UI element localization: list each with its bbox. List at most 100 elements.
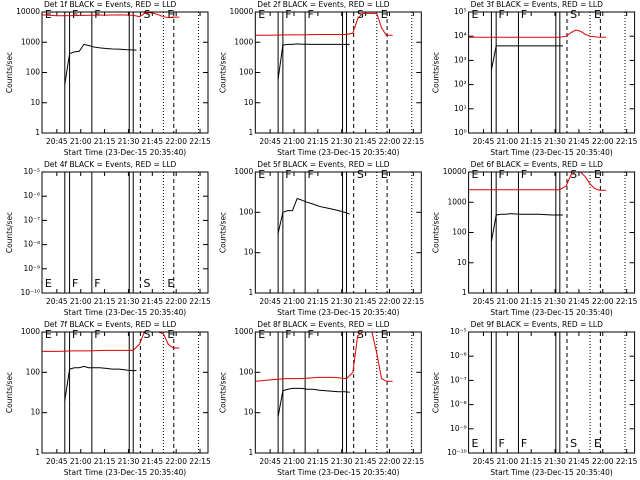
y-tick-label: 1 bbox=[249, 128, 254, 137]
panel: Det 9f BLACK = Events, RED = LLD Start Ti… bbox=[432, 320, 638, 477]
event-label: E bbox=[167, 8, 174, 21]
event-label: S bbox=[357, 168, 364, 181]
x-tick-label: 20:45 bbox=[46, 137, 68, 146]
panel: Det 7f BLACK = Events, RED = LLD Start Ti… bbox=[5, 320, 211, 477]
event-label: E bbox=[258, 328, 265, 341]
panel-title: Det 7f BLACK = Events, RED = LLD bbox=[44, 320, 177, 329]
plot-frame bbox=[468, 171, 636, 294]
x-axis-label: Start Time (23-Dec-15 20:35:40) bbox=[277, 468, 399, 477]
x-tick-label: 21:00 bbox=[496, 297, 518, 306]
y-tick-label: 10⁰ bbox=[454, 128, 467, 137]
event-label: E bbox=[594, 168, 601, 181]
y-tick-label: 1 bbox=[35, 448, 40, 457]
x-tick-label: 20:45 bbox=[473, 137, 495, 146]
y-tick-label: 10³ bbox=[454, 55, 467, 64]
x-tick-label: 22:15 bbox=[403, 297, 425, 306]
x-tick-label: 22:00 bbox=[165, 137, 187, 146]
y-axis-label: Counts/sec bbox=[218, 212, 227, 253]
y-tick-label: 1 bbox=[249, 288, 254, 297]
y-tick-label: 1 bbox=[462, 288, 467, 297]
panel-title: Det 6f BLACK = Events, RED = LLD bbox=[471, 160, 604, 169]
y-tick-label: 100 bbox=[239, 68, 254, 77]
y-tick-label: 10 bbox=[30, 408, 40, 417]
x-tick-label: 22:15 bbox=[189, 457, 211, 466]
x-tick-label: 21:30 bbox=[544, 137, 566, 146]
y-tick-label: 100 bbox=[239, 207, 254, 216]
y-tick-label: 1 bbox=[249, 448, 254, 457]
y-axis-label: Counts/sec bbox=[432, 52, 441, 93]
x-tick-label: 21:30 bbox=[331, 297, 353, 306]
x-tick-label: 20:45 bbox=[46, 297, 68, 306]
plot-frame bbox=[41, 11, 209, 134]
plot-frame bbox=[468, 11, 636, 134]
data-line bbox=[490, 213, 564, 242]
x-axis-label: Start Time (23-Dec-15 20:35:40) bbox=[490, 468, 612, 477]
y-tick-label: 10⁵ bbox=[454, 7, 467, 16]
event-label: F bbox=[308, 328, 314, 341]
event-label: E bbox=[472, 437, 479, 450]
y-tick-label: 10 bbox=[244, 408, 254, 417]
y-axis-label: Counts/sec bbox=[5, 372, 14, 413]
y-axis-label: Counts/sec bbox=[218, 372, 227, 413]
x-tick-label: 21:15 bbox=[94, 457, 116, 466]
data-line bbox=[469, 29, 606, 38]
x-tick-label: 22:00 bbox=[165, 457, 187, 466]
event-label: E bbox=[381, 328, 388, 341]
event-label: F bbox=[94, 8, 100, 21]
panel-title: Det 1f BLACK = Events, RED = LLD bbox=[44, 0, 177, 9]
plot-frame bbox=[468, 331, 636, 454]
y-tick-label: 10⁻¹⁰ bbox=[20, 288, 40, 297]
plot-frame bbox=[254, 331, 422, 454]
x-tick-label: 21:15 bbox=[94, 137, 116, 146]
event-label: F bbox=[72, 328, 78, 341]
y-tick-label: 10 bbox=[244, 98, 254, 107]
y-tick-label: 1000 bbox=[234, 37, 253, 46]
event-label: E bbox=[45, 328, 52, 341]
event-label: S bbox=[144, 277, 151, 290]
x-tick-label: 21:45 bbox=[355, 457, 377, 466]
y-tick-label: 100 bbox=[26, 367, 41, 376]
x-tick-label: 21:15 bbox=[520, 137, 542, 146]
event-label: F bbox=[285, 168, 291, 181]
panel-title: Det 3f BLACK = Events, RED = LLD bbox=[471, 0, 604, 9]
y-tick-label: 10⁻⁵ bbox=[23, 167, 40, 176]
panel-title: Det 4f BLACK = Events, RED = LLD bbox=[44, 160, 177, 169]
event-label: S bbox=[144, 328, 151, 341]
y-tick-label: 10 bbox=[457, 258, 467, 267]
event-label: S bbox=[570, 168, 577, 181]
panel: Det 3f BLACK = Events, RED = LLD Start Ti… bbox=[432, 0, 638, 157]
event-label: E bbox=[594, 8, 601, 21]
x-tick-label: 21:45 bbox=[568, 297, 590, 306]
panel: Det 5f BLACK = Events, RED = LLD Start Ti… bbox=[218, 160, 424, 317]
x-tick-label: 22:15 bbox=[616, 297, 638, 306]
y-axis-label: Counts/sec bbox=[432, 372, 441, 413]
plot-frame bbox=[41, 171, 209, 294]
event-label: F bbox=[499, 437, 505, 450]
y-tick-label: 10⁻⁶ bbox=[23, 191, 40, 200]
y-tick-label: 10⁻⁵ bbox=[450, 327, 467, 336]
panel-title: Det 9f BLACK = Events, RED = LLD bbox=[471, 320, 604, 329]
x-tick-label: 21:30 bbox=[544, 297, 566, 306]
event-label: F bbox=[72, 277, 78, 290]
y-tick-label: 10⁻⁹ bbox=[450, 424, 467, 433]
event-label: F bbox=[285, 8, 291, 21]
y-tick-label: 10 bbox=[244, 248, 254, 257]
x-tick-label: 20:45 bbox=[473, 457, 495, 466]
x-tick-label: 20:45 bbox=[259, 457, 281, 466]
event-label: E bbox=[167, 328, 174, 341]
event-label: F bbox=[72, 8, 78, 21]
x-axis-label: Start Time (23-Dec-15 20:35:40) bbox=[64, 468, 186, 477]
x-axis-label: Start Time (23-Dec-15 20:35:40) bbox=[490, 148, 612, 157]
x-tick-label: 21:45 bbox=[568, 457, 590, 466]
x-tick-label: 22:00 bbox=[379, 297, 401, 306]
event-label: S bbox=[357, 328, 364, 341]
y-axis-label: Counts/sec bbox=[432, 212, 441, 253]
x-tick-label: 21:00 bbox=[283, 297, 305, 306]
data-line bbox=[42, 12, 180, 19]
event-label: S bbox=[144, 8, 151, 21]
x-tick-label: 21:15 bbox=[94, 297, 116, 306]
x-tick-label: 21:00 bbox=[70, 137, 92, 146]
panel: Det 1f BLACK = Events, RED = LLD Start Ti… bbox=[5, 0, 211, 157]
data-line bbox=[255, 332, 393, 382]
